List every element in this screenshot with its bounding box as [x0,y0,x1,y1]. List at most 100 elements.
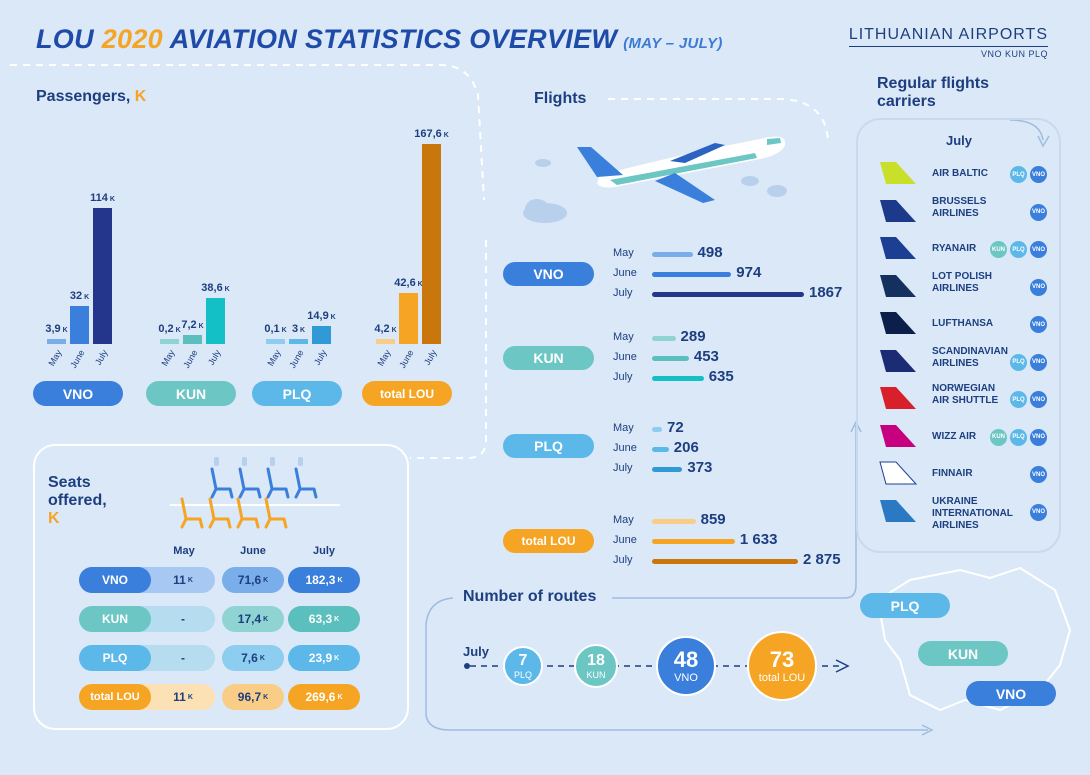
flights-row: June 1 633 [613,531,863,551]
passenger-group-pill: KUN [146,381,236,406]
carrier-row: BRUSSELS AIRLINES VNO [858,196,1058,230]
flights-bar [652,467,683,472]
carrier-name: AIR BALTIC [932,168,988,179]
routes-count: 18 [587,651,605,669]
flights-bar [652,519,696,524]
routes-label: VNO [674,671,698,684]
routes-circle: 73 total LOU [747,631,817,701]
carrier-row: SCANDINAVIAN AIRLINES PLQ VNO [858,346,1058,380]
carrier-airport-chip: VNO [1030,353,1047,371]
flights-bar [652,336,676,341]
passenger-bar [183,335,202,344]
passenger-group-pill: total LOU [362,381,452,406]
flights-bar [652,292,804,297]
seats-row-label: KUN [79,606,151,632]
flights-row: May 498 [613,244,863,264]
seats-value-cell: 11 K [173,573,193,587]
carrier-name: SCANDINAVIAN AIRLINES [932,345,1008,369]
carriers-panel [856,118,1061,553]
seats-value-cell: 23,9 K [288,645,360,671]
carrier-airport-chip: PLQ [1010,428,1027,446]
seats-month-header: June [240,545,266,557]
title-part-b: AVIATION STATISTICS OVERVIEW [162,24,618,54]
airline-tail-icon [880,424,916,447]
routes-label: KUN [586,669,606,680]
seats-row-label: VNO [79,567,151,593]
seats-row-label: total LOU [79,684,151,710]
flights-month-label: May [613,422,634,434]
seats-row: VNO 11 K [79,567,215,593]
passenger-bar [47,339,66,344]
routes-circle: 48 VNO [656,636,716,696]
carriers-heading: Regular flights carriers [877,75,990,110]
airline-tail-icon [880,349,916,372]
passenger-bar-value: 0,1 K [264,323,287,335]
seats-row-label: PLQ [79,645,151,671]
carrier-airport-chip: KUN [990,241,1007,258]
airline-tail-icon [880,499,916,522]
flights-month-label: July [613,287,633,299]
passenger-bar [93,207,112,344]
flights-month-label: July [613,462,633,474]
flights-value: 635 [708,368,734,385]
carrier-airport-chip: VNO [1030,278,1047,296]
title-year: 2020 [101,24,163,54]
carrier-airport-chip: VNO [1030,203,1047,221]
lithuania-map-icon [876,566,1072,712]
flights-row: June 974 [613,264,863,284]
lithuanian-airports-logo: LITHUANIAN AIRPORTS VNO KUN PLQ [848,26,1048,59]
passenger-bar [70,305,89,344]
flights-row: July 1867 [613,284,863,304]
flights-bar [652,252,693,257]
carrier-airport-chip: VNO [1030,428,1047,446]
passenger-bar [206,297,225,344]
airline-tail-icon [880,274,916,297]
routes-count: 7 [518,651,528,669]
carrier-row: UKRAINE INTERNATIONAL AIRLINES VNO [858,495,1058,531]
flights-bar [652,559,798,564]
flights-group-pill: PLQ [503,434,594,458]
flights-value: 1867 [809,284,843,301]
flights-value: 859 [700,511,726,528]
routes-circle: 7 PLQ [503,646,543,686]
passenger-bar-value: 167,6 K [414,128,449,140]
logo-main-text: LITHUANIAN AIRPORTS [848,26,1048,47]
map-airport-pill: VNO [966,681,1056,706]
airline-tail-icon [880,387,916,409]
flights-value: 453 [693,348,719,365]
seats-value-cell: 96,7 K [222,684,284,710]
seats-value-cell: - [181,612,185,626]
seats-row: PLQ - [79,645,215,671]
routes-heading: Number of routes [463,588,597,605]
flights-value: 498 [697,244,723,261]
seats-value-cell: - [181,651,185,665]
flights-value: 206 [673,439,699,456]
title-period: (MAY – JULY) [623,35,723,52]
seats-value-cell: 269,6 K [288,684,360,710]
passenger-bar [399,293,418,344]
flights-bar [652,539,735,544]
passenger-bar-value: 32 K [69,289,90,302]
seats-month-header: July [312,545,335,557]
carrier-airport-chip: KUN [990,428,1007,446]
flights-month-label: May [613,514,634,526]
carrier-airport-chip: VNO [1030,316,1047,333]
carrier-airport-chip: VNO [1030,503,1047,521]
seats-value-cell: 7,6 K [222,645,284,671]
passenger-bar-value: 42,6 K [394,277,423,290]
flights-month-label: July [613,554,633,566]
flights-heading: Flights [534,90,587,107]
carrier-row: LUFTHANSA VNO [858,308,1058,342]
passenger-group-pill: VNO [33,381,123,406]
passenger-bar [312,326,331,344]
map-airport-pill: PLQ [860,593,950,618]
flights-month-label: June [613,534,637,546]
flights-bar [652,356,689,361]
logo-sub-text: VNO KUN PLQ [980,49,1048,59]
carrier-airport-chip: PLQ [1010,391,1027,408]
carrier-airport-chip: VNO [1030,241,1047,258]
flights-month-label: May [613,247,634,259]
routes-count: 48 [673,646,699,672]
seats-value-cell: 71,6 K [222,567,284,593]
carrier-name: UKRAINE INTERNATIONAL AIRLINES [932,495,1013,531]
